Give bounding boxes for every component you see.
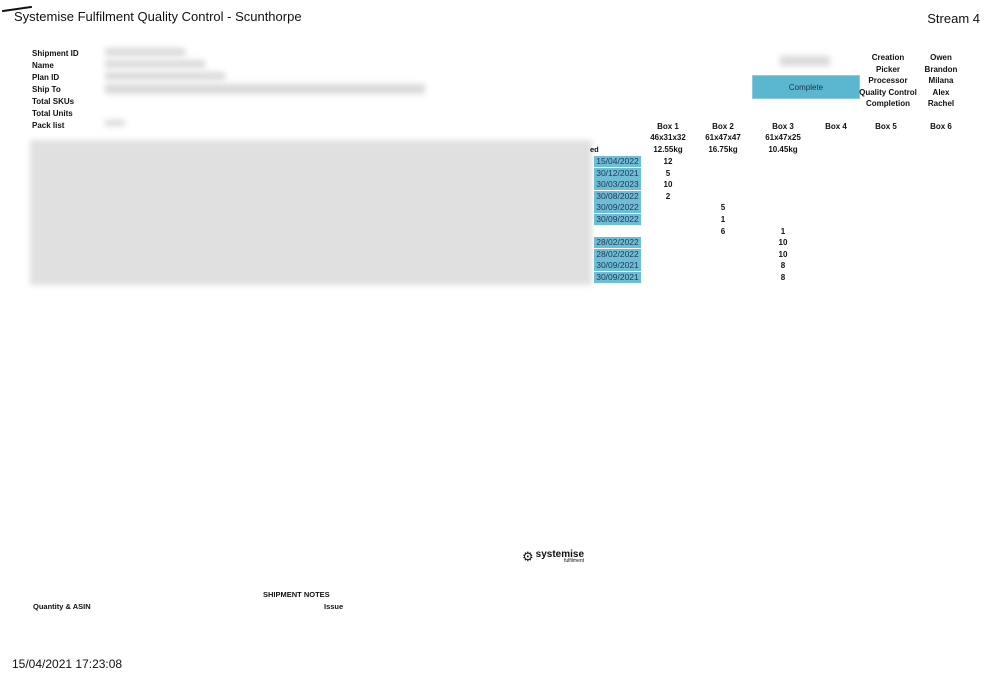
box-name: Box 6 bbox=[930, 122, 952, 131]
logo-sub: fulfilment bbox=[564, 558, 585, 564]
box-quantity: 10 bbox=[778, 238, 788, 248]
column-header-fragment: ed bbox=[590, 145, 599, 154]
role-person: Brandon bbox=[924, 64, 958, 74]
role-person: Rachel bbox=[927, 99, 955, 108]
field-label: Plan ID bbox=[32, 73, 60, 82]
expiry-date: 15/04/2022 bbox=[594, 156, 641, 167]
redacted-text bbox=[105, 48, 185, 56]
expiry-date: 30/09/2022 bbox=[594, 202, 641, 214]
redacted-text bbox=[105, 84, 425, 94]
box-name: Box 1 bbox=[657, 122, 679, 131]
box-weight: 10.45kg bbox=[768, 145, 798, 154]
redacted-text bbox=[105, 72, 225, 80]
box-dims: 61x47x25 bbox=[765, 133, 801, 142]
expiry-date: 30/03/2023 bbox=[594, 179, 641, 191]
gear-icon: ⚙ bbox=[522, 549, 534, 565]
expiry-date: 30/09/2022 bbox=[594, 214, 641, 225]
role-person: Alex bbox=[932, 87, 950, 97]
systemise-logo: ⚙ systemise fulfilment bbox=[522, 550, 584, 564]
role-person: Owen bbox=[930, 53, 952, 62]
role-person: Milana bbox=[928, 76, 954, 85]
box-name: Box 4 bbox=[825, 122, 847, 131]
field-label: Pack list bbox=[32, 121, 65, 130]
role-name: Processor bbox=[868, 76, 908, 85]
expiry-date: 30/08/2022 bbox=[594, 190, 641, 202]
field-label: Shipment ID bbox=[32, 49, 79, 58]
box-quantity: 1 bbox=[720, 215, 726, 224]
field-label: Total SKUs bbox=[32, 97, 75, 106]
role-name: Completion bbox=[866, 99, 910, 108]
box-name: Box 3 bbox=[772, 122, 794, 131]
box-quantity: 6 bbox=[720, 226, 726, 236]
field-label: Name bbox=[32, 61, 54, 70]
box-quantity: 2 bbox=[665, 191, 671, 201]
shipment-notes-title: SHIPMENT NOTES bbox=[263, 590, 330, 599]
expiry-date: 30/09/2021 bbox=[594, 272, 641, 283]
box-name: Box 5 bbox=[875, 122, 897, 131]
box-quantity: 5 bbox=[720, 203, 726, 213]
field-label: Total Units bbox=[32, 109, 73, 118]
page-title: Systemise Fulfilment Quality Control - S… bbox=[14, 9, 302, 24]
notes-col-quantity: Quantity & ASIN bbox=[33, 602, 91, 611]
box-quantity: 8 bbox=[780, 261, 786, 271]
field-label: Ship To bbox=[32, 85, 61, 94]
box-quantity: 10 bbox=[778, 249, 788, 259]
footer-timestamp: 15/04/2021 17:23:08 bbox=[12, 657, 123, 671]
box-quantity: 8 bbox=[780, 273, 786, 282]
role-name: Creation bbox=[871, 53, 905, 62]
expiry-date: 28/02/2022 bbox=[594, 248, 641, 260]
logo-name: systemise bbox=[535, 549, 585, 560]
notes-col-issue: Issue bbox=[324, 602, 344, 611]
box-weight: 12.55kg bbox=[653, 145, 683, 154]
box-quantity: 10 bbox=[663, 180, 673, 190]
redacted-text bbox=[780, 56, 830, 66]
box-dims: 46x31x32 bbox=[650, 133, 686, 142]
expiry-date: 28/02/2022 bbox=[594, 237, 641, 249]
role-name: Picker bbox=[875, 64, 901, 74]
redacted-product-table bbox=[30, 140, 592, 285]
redacted-text bbox=[105, 120, 125, 126]
box-quantity: 5 bbox=[665, 168, 671, 178]
box-quantity: 12 bbox=[663, 157, 673, 166]
expiry-date: 30/12/2021 bbox=[594, 167, 641, 179]
role-name: Quality Control bbox=[859, 87, 917, 97]
box-quantity: 1 bbox=[780, 226, 786, 236]
box-name: Box 2 bbox=[712, 122, 734, 131]
box-weight: 16.75kg bbox=[708, 145, 738, 154]
box-dims: 61x47x47 bbox=[705, 133, 741, 142]
redacted-text bbox=[105, 60, 205, 68]
expiry-date: 30/09/2021 bbox=[594, 260, 641, 272]
status-complete-button[interactable]: Complete bbox=[752, 75, 860, 99]
stream-label: Stream 4 bbox=[927, 11, 980, 26]
